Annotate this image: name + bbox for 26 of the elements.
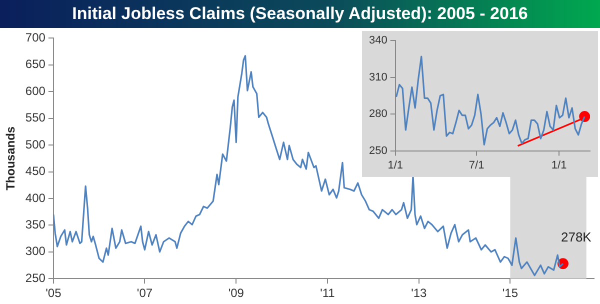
- annotation: 278K: [560, 230, 592, 245]
- y-tick-label: 350: [25, 217, 46, 232]
- x-tick-label: '07: [136, 286, 153, 300]
- y-tick-label: 450: [25, 164, 46, 178]
- x-tick-label: '05: [46, 286, 62, 300]
- y-tick-label: 550: [25, 110, 46, 125]
- y-tick-label: 400: [25, 190, 46, 205]
- y-tick-label: 250: [25, 270, 46, 285]
- chart-title: Initial Jobless Claims (Seasonally Adjusted): 2005 - 2016: [0, 0, 600, 28]
- x-tick-label: '09: [228, 286, 244, 300]
- y-tick-label: 600: [25, 84, 46, 98]
- x-tick-label: '13: [411, 286, 428, 300]
- y-tick-label: 650: [25, 57, 46, 72]
- x-tick-label: 1/1: [551, 159, 567, 172]
- x-tick-label: 1/1: [388, 159, 403, 172]
- x-tick-label: '15: [502, 286, 518, 300]
- y-tick-label: 250: [368, 144, 388, 157]
- y-tick-label: 700: [25, 30, 46, 45]
- x-tick-label: 7/1: [468, 159, 484, 172]
- x-tick-label: '11: [320, 286, 336, 300]
- y-tick-label: 500: [25, 137, 46, 152]
- y-tick-label: 310: [368, 71, 388, 84]
- y-tick-label: 340: [368, 34, 388, 47]
- y-tick-label: 280: [368, 108, 388, 120]
- y-tick-label: 300: [25, 244, 46, 258]
- y-axis-title: Thousands: [4, 126, 18, 190]
